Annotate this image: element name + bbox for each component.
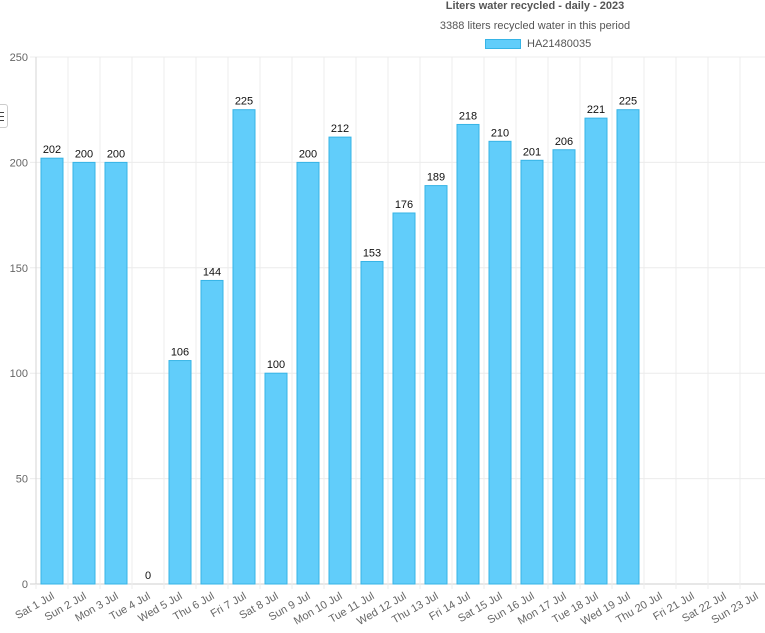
legend[interactable]: HA21480035	[485, 38, 591, 50]
legend-swatch	[485, 39, 521, 49]
bar-value-label: 200	[75, 148, 93, 160]
bar[interactable]	[232, 109, 256, 585]
bar[interactable]	[392, 212, 416, 585]
bar[interactable]	[360, 260, 384, 585]
y-tick-label: 0	[22, 579, 28, 591]
bar[interactable]	[296, 161, 320, 585]
bar[interactable]	[200, 279, 224, 585]
bar[interactable]	[488, 140, 512, 585]
hamburger-menu-icon[interactable]	[0, 104, 8, 128]
bar-value-label: 218	[459, 110, 477, 122]
bar[interactable]	[104, 161, 128, 585]
bar-value-label: 200	[299, 148, 317, 160]
bar-value-label: 210	[491, 127, 509, 139]
y-tick-label: 50	[16, 474, 28, 486]
bar[interactable]	[520, 159, 544, 585]
bar[interactable]	[456, 123, 480, 585]
y-tick-label: 200	[10, 157, 28, 169]
bar[interactable]	[72, 161, 96, 585]
bar[interactable]	[584, 117, 608, 585]
bar-value-label: 206	[555, 136, 573, 148]
bar[interactable]	[40, 157, 64, 585]
bar-value-label: 176	[395, 199, 413, 211]
bar-value-label: 201	[523, 146, 541, 158]
y-tick-label: 250	[10, 52, 28, 64]
bar[interactable]	[552, 149, 576, 585]
bar[interactable]	[168, 360, 192, 585]
bar[interactable]	[264, 372, 288, 585]
bar-value-label: 153	[363, 247, 381, 259]
bar[interactable]	[328, 136, 352, 585]
y-tick-label: 150	[10, 263, 28, 275]
chart-subtitle: 3388 liters recycled water in this perio…	[439, 20, 631, 32]
bar-value-label: 0	[145, 570, 151, 582]
bar-value-label: 221	[587, 104, 605, 116]
bar-value-label: 200	[107, 148, 125, 160]
bar-value-label: 144	[203, 266, 221, 278]
legend-label: HA21480035	[527, 38, 592, 50]
bar-value-label: 189	[427, 172, 445, 184]
chart-title: Liters water recycled - daily - 2023	[445, 0, 625, 12]
bar-value-label: 212	[331, 123, 349, 135]
bar[interactable]	[616, 109, 640, 585]
bar-value-label: 106	[171, 347, 189, 359]
bar-value-label: 202	[43, 144, 61, 156]
bar-value-label: 100	[267, 359, 285, 371]
bar-value-label: 225	[619, 96, 637, 108]
bar-value-label: 225	[235, 96, 253, 108]
bar[interactable]	[424, 185, 448, 585]
y-tick-label: 100	[10, 368, 28, 380]
